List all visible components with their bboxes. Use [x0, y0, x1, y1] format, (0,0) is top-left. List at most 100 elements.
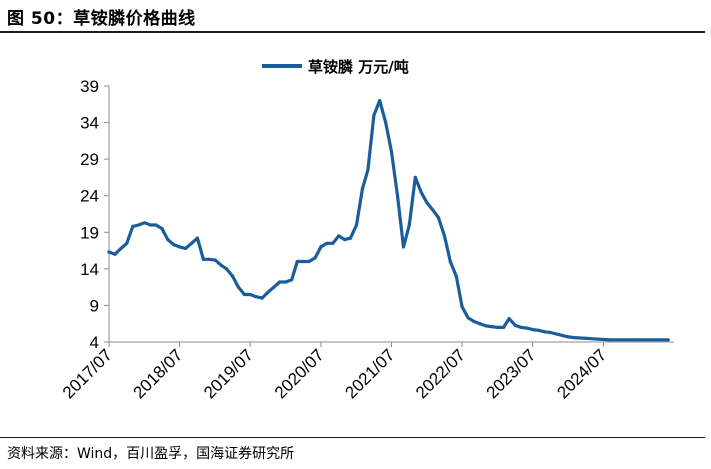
data-point [643, 338, 647, 342]
axes [108, 86, 674, 343]
data-point [272, 285, 276, 289]
data-point [619, 338, 623, 342]
data-point [284, 280, 288, 284]
data-point [254, 295, 258, 299]
data-point [343, 238, 347, 242]
data-point [378, 99, 382, 103]
data-point [566, 335, 570, 339]
data-point [525, 326, 529, 330]
data-point [384, 121, 388, 125]
data-point [195, 236, 199, 240]
data-point [207, 257, 211, 261]
x-axis-ticks: 2017/07 2018/07 2019/07 2020/07 2021/07 2022/… [59, 342, 610, 402]
data-point [519, 325, 523, 329]
y-tick-label: 9 [90, 296, 99, 315]
x-tick-label: 2023/07 [483, 345, 540, 402]
data-point [248, 292, 252, 297]
data-point [131, 224, 135, 228]
data-point [490, 325, 494, 329]
legend-label: 草铵膦 万元/吨 [308, 58, 409, 76]
data-point [484, 324, 488, 328]
data-point [631, 338, 635, 342]
x-tick-label: 2018/07 [130, 345, 187, 402]
data-point [149, 223, 153, 227]
data-point [290, 278, 294, 282]
data-point [190, 241, 194, 245]
data-point [137, 223, 141, 227]
data-point [260, 296, 264, 300]
data-point [178, 245, 182, 249]
data-point [478, 322, 482, 326]
x-tick-label: 2022/07 [412, 345, 469, 402]
data-point [666, 338, 670, 342]
data-point [354, 223, 359, 227]
x-tick-label: 2021/07 [341, 345, 398, 402]
data-point [213, 258, 217, 262]
data-point [313, 256, 317, 260]
y-tick-label: 39 [80, 77, 99, 96]
data-point [307, 259, 311, 264]
y-tick-label: 24 [80, 187, 99, 206]
data-point [236, 285, 240, 289]
data-point [584, 336, 588, 340]
data-point [407, 223, 411, 227]
data-point [572, 336, 576, 340]
data-point [543, 330, 547, 334]
series-line-0 [107, 99, 670, 342]
data-point [466, 316, 470, 320]
data-point [107, 250, 111, 254]
data-point [401, 245, 406, 249]
x-tick-label: 2024/07 [553, 345, 610, 402]
data-point [654, 338, 659, 342]
data-point [436, 216, 441, 220]
data-point [172, 243, 176, 247]
data-point [431, 208, 435, 212]
source-note: 资料来源：Wind，百川盈孚，国海证券研究所 [7, 446, 295, 462]
data-point [513, 323, 517, 327]
data-point [496, 325, 500, 329]
data-point [113, 252, 117, 256]
data-point [607, 338, 612, 342]
data-point [125, 241, 129, 245]
data-point [319, 245, 323, 249]
data-point [442, 234, 447, 238]
data-point [166, 238, 170, 242]
data-point [143, 221, 147, 225]
data-point [184, 246, 188, 250]
data-point [337, 234, 341, 238]
x-tick-label: 2017/07 [59, 345, 116, 402]
data-point [507, 317, 511, 321]
data-point [548, 330, 553, 335]
data-point [348, 236, 353, 240]
data-point [389, 150, 394, 154]
data-point [554, 332, 559, 336]
data-point [154, 223, 158, 227]
y-axis-ticks: 4 9 14 19 24 29 34 39 [80, 77, 109, 352]
figure-title: 图 50：草铵膦价格曲线 [7, 9, 196, 29]
data-point [295, 259, 299, 264]
x-tick-label: 2019/07 [200, 345, 257, 402]
data-point [448, 259, 452, 264]
y-tick-label: 14 [80, 260, 99, 279]
data-point [419, 190, 423, 194]
data-point [242, 292, 246, 297]
bottom-rule [0, 437, 705, 438]
data-point [472, 319, 476, 324]
y-tick-label: 29 [80, 150, 99, 169]
data-point [266, 290, 270, 294]
data-point [360, 186, 365, 190]
series-group [107, 99, 670, 342]
data-point [413, 175, 417, 179]
data-point [331, 241, 335, 245]
data-point [201, 257, 205, 261]
data-point [366, 168, 370, 172]
data-point [160, 227, 164, 231]
x-tick-label: 2020/07 [271, 345, 328, 402]
y-tick-label: 19 [80, 223, 99, 242]
data-point [425, 201, 429, 205]
data-point [537, 328, 541, 332]
data-point [219, 263, 223, 267]
data-point [454, 274, 458, 278]
data-point [119, 246, 123, 250]
